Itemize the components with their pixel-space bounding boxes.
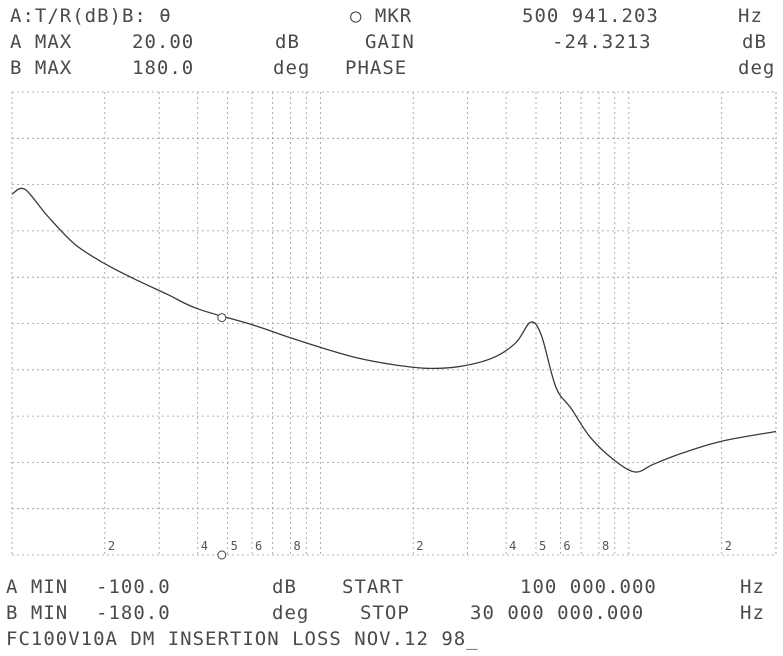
x-tick-label: 6 xyxy=(563,539,570,553)
a-min-label: A MIN xyxy=(6,576,69,598)
start-value: 100 000.000 xyxy=(520,576,657,598)
marker-group xyxy=(217,313,227,560)
b-min-value: -180.0 xyxy=(96,602,171,624)
b-max-value: 180.0 xyxy=(132,57,195,79)
x-tick-label: 5 xyxy=(539,539,546,553)
b-parameter: PHASE xyxy=(345,57,408,79)
marker-axis-point xyxy=(217,550,227,560)
marker-label: ○ MKR xyxy=(350,5,413,27)
x-tick-labels: 2 4 5 6 8 2 4 5 6 8 2 xyxy=(108,539,732,553)
b-marker-unit: deg xyxy=(738,57,776,79)
x-tick-label: 2 xyxy=(416,539,423,553)
a-min-value: -100.0 xyxy=(96,576,171,598)
start-label: START xyxy=(342,576,405,598)
chart-grid xyxy=(11,91,777,556)
marker-value-unit: dB xyxy=(742,31,767,53)
x-tick-label: 4 xyxy=(201,539,208,553)
x-tick-label: 4 xyxy=(509,539,516,553)
a-max-label: A MAX xyxy=(10,31,73,53)
start-unit: Hz xyxy=(740,576,765,598)
a-min-unit: dB xyxy=(272,576,297,598)
a-unit: dB xyxy=(275,31,300,53)
b-min-label: B MIN xyxy=(6,602,69,624)
marker-value: -24.3213 xyxy=(552,31,652,53)
a-max-value: 20.00 xyxy=(132,31,195,53)
b-max-label: B MAX xyxy=(10,57,73,79)
b-min-unit: deg xyxy=(272,602,310,624)
x-tick-label: 6 xyxy=(255,539,262,553)
stop-value: 30 000 000.000 xyxy=(470,602,645,624)
x-tick-label: 2 xyxy=(725,539,732,553)
marker-frequency-unit: Hz xyxy=(738,5,763,27)
marker-frequency: 500 941.203 xyxy=(522,5,659,27)
mode-label: A:T/R(dB)B: θ xyxy=(10,5,172,27)
x-tick-label: 2 xyxy=(108,539,115,553)
marker-point xyxy=(217,313,227,323)
x-tick-label: 8 xyxy=(602,539,609,553)
b-unit: deg xyxy=(273,57,311,79)
series-line xyxy=(11,187,777,473)
stop-unit: Hz xyxy=(740,602,765,624)
x-tick-label: 8 xyxy=(294,539,301,553)
x-tick-label: 5 xyxy=(231,539,238,553)
stop-label: STOP xyxy=(360,602,410,624)
a-parameter: GAIN xyxy=(365,31,415,53)
plot-title: FC100V10A DM INSERTION LOSS NOV.12 98_ xyxy=(6,628,479,650)
